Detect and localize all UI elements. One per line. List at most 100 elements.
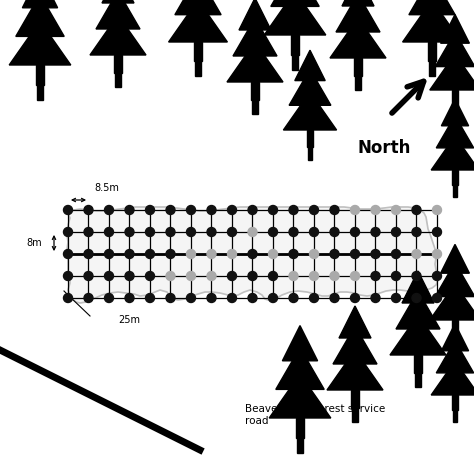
Circle shape — [186, 294, 195, 303]
Circle shape — [350, 271, 359, 280]
Polygon shape — [336, 0, 380, 32]
Polygon shape — [402, 271, 434, 303]
Polygon shape — [453, 336, 457, 349]
Polygon shape — [67, 207, 438, 303]
Polygon shape — [352, 408, 357, 422]
Circle shape — [310, 294, 319, 303]
Polygon shape — [307, 130, 313, 147]
Polygon shape — [96, 0, 140, 29]
Circle shape — [371, 250, 380, 259]
Circle shape — [289, 271, 298, 280]
Polygon shape — [16, 0, 64, 36]
Circle shape — [310, 228, 319, 236]
Polygon shape — [441, 324, 469, 351]
Polygon shape — [327, 350, 383, 390]
Circle shape — [392, 294, 401, 303]
Circle shape — [432, 294, 441, 303]
Text: 8.5m: 8.5m — [94, 183, 119, 193]
Circle shape — [310, 250, 319, 259]
Circle shape — [228, 228, 237, 236]
Circle shape — [64, 294, 73, 303]
Circle shape — [289, 294, 298, 303]
Polygon shape — [296, 418, 304, 438]
Polygon shape — [356, 76, 361, 90]
Circle shape — [350, 250, 359, 259]
Polygon shape — [297, 438, 303, 453]
Polygon shape — [436, 116, 474, 148]
Polygon shape — [429, 61, 435, 76]
Circle shape — [125, 250, 134, 259]
Polygon shape — [453, 410, 457, 422]
Polygon shape — [415, 373, 420, 387]
Circle shape — [268, 228, 277, 236]
Circle shape — [248, 271, 257, 280]
Circle shape — [84, 228, 93, 236]
Circle shape — [104, 271, 113, 280]
Polygon shape — [396, 291, 440, 329]
Polygon shape — [414, 355, 421, 373]
Circle shape — [392, 228, 401, 236]
Circle shape — [146, 250, 155, 259]
Circle shape — [228, 271, 237, 280]
Circle shape — [268, 205, 277, 214]
Circle shape — [64, 271, 73, 280]
Polygon shape — [430, 54, 474, 90]
Circle shape — [146, 205, 155, 214]
Circle shape — [392, 250, 401, 259]
Circle shape — [248, 250, 257, 259]
Circle shape — [64, 228, 73, 236]
Polygon shape — [430, 284, 474, 320]
Polygon shape — [175, 0, 221, 15]
Circle shape — [330, 228, 339, 236]
Circle shape — [104, 250, 113, 259]
Circle shape — [289, 250, 298, 259]
Circle shape — [125, 294, 134, 303]
Circle shape — [371, 271, 380, 280]
Polygon shape — [342, 0, 374, 6]
Polygon shape — [291, 35, 299, 55]
Circle shape — [412, 271, 421, 280]
Circle shape — [166, 294, 175, 303]
Circle shape — [104, 294, 113, 303]
Circle shape — [207, 294, 216, 303]
Circle shape — [104, 205, 113, 214]
Circle shape — [166, 271, 175, 280]
Circle shape — [412, 250, 421, 259]
Polygon shape — [114, 55, 122, 73]
Text: Beaver Bear Forest service
road: Beaver Bear Forest service road — [245, 404, 385, 426]
Polygon shape — [169, 0, 228, 42]
Polygon shape — [435, 33, 474, 67]
Polygon shape — [289, 69, 331, 105]
Circle shape — [350, 228, 359, 236]
Circle shape — [392, 271, 401, 280]
Circle shape — [392, 205, 401, 214]
Circle shape — [412, 228, 421, 236]
Circle shape — [104, 228, 113, 236]
Circle shape — [64, 205, 73, 214]
Circle shape — [166, 228, 175, 236]
Circle shape — [186, 271, 195, 280]
Polygon shape — [22, 0, 58, 8]
Polygon shape — [271, 0, 319, 7]
Circle shape — [432, 205, 441, 214]
Text: North: North — [358, 139, 411, 157]
Polygon shape — [90, 15, 146, 55]
Polygon shape — [431, 136, 474, 170]
Polygon shape — [452, 395, 458, 410]
Polygon shape — [452, 320, 458, 336]
Circle shape — [146, 271, 155, 280]
Polygon shape — [194, 42, 202, 61]
Polygon shape — [431, 361, 474, 395]
Polygon shape — [308, 147, 312, 160]
Circle shape — [84, 271, 93, 280]
Polygon shape — [330, 18, 386, 58]
Circle shape — [228, 205, 237, 214]
Circle shape — [289, 228, 298, 236]
Circle shape — [350, 205, 359, 214]
Polygon shape — [453, 106, 457, 119]
Circle shape — [248, 294, 257, 303]
Circle shape — [186, 250, 195, 259]
Polygon shape — [233, 18, 277, 56]
Polygon shape — [252, 100, 257, 114]
Polygon shape — [295, 50, 325, 81]
